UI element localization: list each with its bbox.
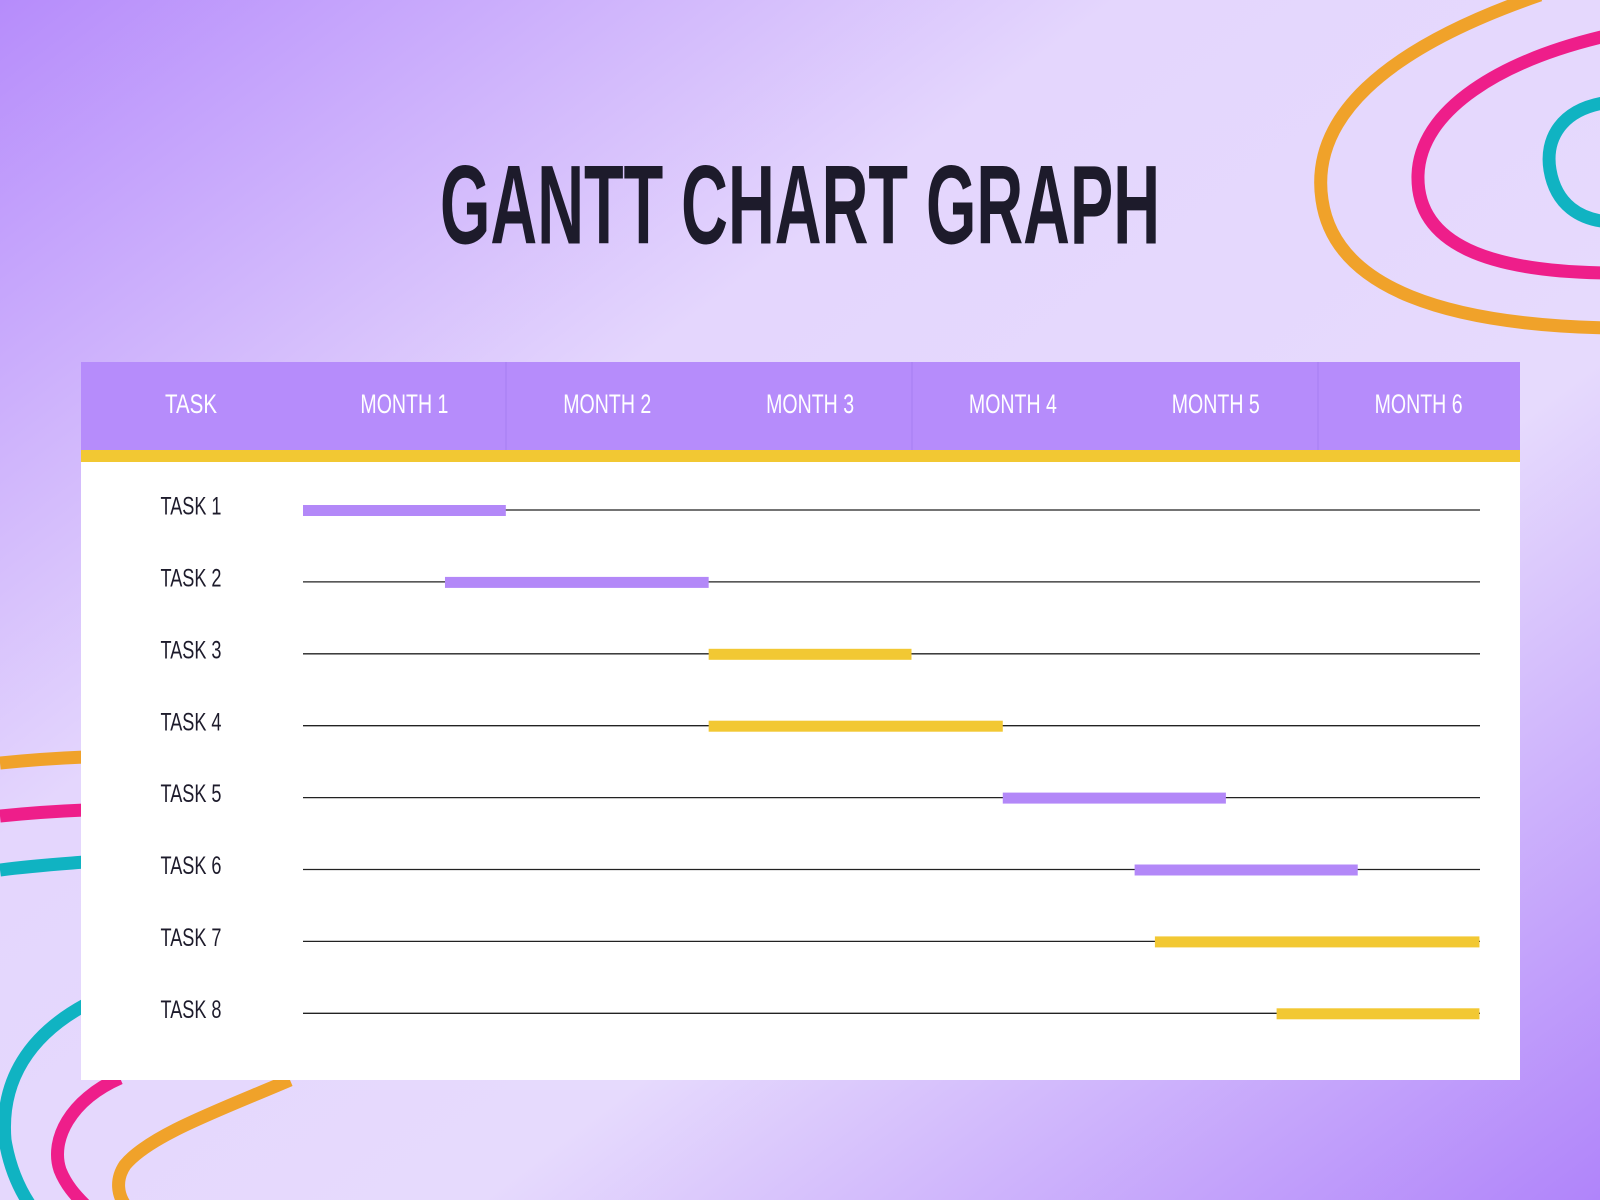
task-bar: [303, 505, 506, 516]
task-header: TASK: [165, 389, 217, 419]
month-header: MONTH 2: [563, 389, 651, 419]
task-bar: [444, 576, 709, 588]
task-bar: [1134, 864, 1358, 876]
task-bar: [1276, 1008, 1480, 1020]
task-label: TASK 2: [161, 565, 222, 593]
task-bar: [1154, 936, 1480, 948]
header-bar: [81, 362, 1520, 450]
task-label: TASK 5: [161, 780, 222, 808]
task-label: TASK 3: [161, 636, 222, 664]
header-underline: [81, 450, 1520, 462]
month-header: MONTH 3: [766, 389, 854, 419]
task-label: TASK 4: [161, 708, 222, 736]
month-header: MONTH 6: [1375, 389, 1463, 419]
task-bar: [708, 720, 1003, 732]
task-bar: [1002, 792, 1226, 804]
task-label: TASK 7: [161, 924, 222, 952]
header-dividers: [505, 362, 1319, 450]
chart-title: GANTT CHART GRAPH: [440, 143, 1160, 268]
task-label: TASK 6: [161, 852, 222, 880]
task-bar: [708, 648, 912, 660]
month-header: MONTH 5: [1172, 389, 1260, 419]
month-header: MONTH 1: [360, 389, 448, 419]
month-header: MONTH 4: [969, 389, 1057, 419]
task-label: TASK 8: [161, 996, 222, 1024]
task-label: TASK 1: [161, 493, 222, 521]
